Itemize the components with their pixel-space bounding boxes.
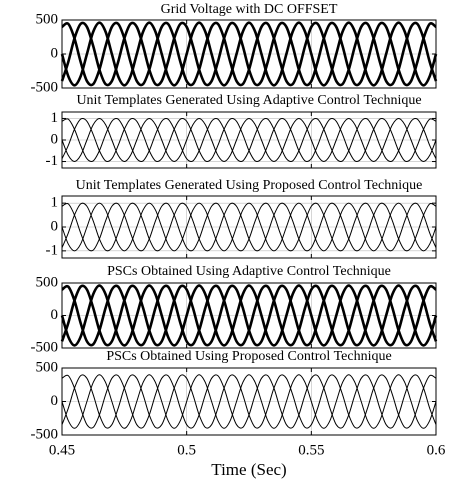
line-series <box>60 284 438 347</box>
y-tick-label: -500 <box>31 426 59 442</box>
plot-frame <box>61 195 437 259</box>
panel-title: Grid Voltage with DC OFFSET <box>161 2 338 17</box>
y-tick-label: -1 <box>46 242 59 258</box>
y-tick-label: 1 <box>51 110 59 126</box>
x-tick-label: 0.45 <box>49 442 75 458</box>
x-tick-label: 0.5 <box>177 442 196 458</box>
y-tick-label: 0 <box>51 45 59 61</box>
line-series <box>61 374 437 429</box>
plot-frame <box>61 111 437 169</box>
line-series <box>60 284 437 347</box>
plot-frame <box>61 367 437 436</box>
line-series <box>61 117 437 163</box>
line-series <box>61 202 437 252</box>
y-tick-label: -500 <box>31 339 59 355</box>
line-series <box>61 202 437 252</box>
y-tick-label: 0 <box>51 307 59 323</box>
y-tick-label: -1 <box>46 153 59 169</box>
y-tick-label: 0 <box>51 393 59 409</box>
line-series <box>60 21 438 87</box>
y-tick-label: 500 <box>36 11 59 27</box>
panel-title: PSCs Obtained Using Adaptive Control Tec… <box>107 264 391 279</box>
y-tick-label: 500 <box>36 359 59 375</box>
panel-title: Unit Templates Generated Using Adaptive … <box>76 93 421 108</box>
plot-frame <box>61 19 437 89</box>
panel-title: Unit Templates Generated Using Proposed … <box>76 178 423 193</box>
line-series <box>61 374 437 429</box>
x-axis-label: Time (Sec) <box>211 460 286 479</box>
y-tick-label: 0 <box>51 218 59 234</box>
y-tick-label: 1 <box>51 195 59 211</box>
plot-frame <box>61 282 437 349</box>
line-series <box>60 21 437 87</box>
panel-title: PSCs Obtained Using Proposed Control Tec… <box>106 349 391 364</box>
x-tick-label: 0.6 <box>427 442 446 458</box>
y-tick-label: 0 <box>51 131 59 147</box>
x-tick-label: 0.55 <box>298 442 324 458</box>
line-series <box>61 118 437 162</box>
y-tick-label: 500 <box>36 274 59 290</box>
y-tick-label: -500 <box>31 79 59 95</box>
